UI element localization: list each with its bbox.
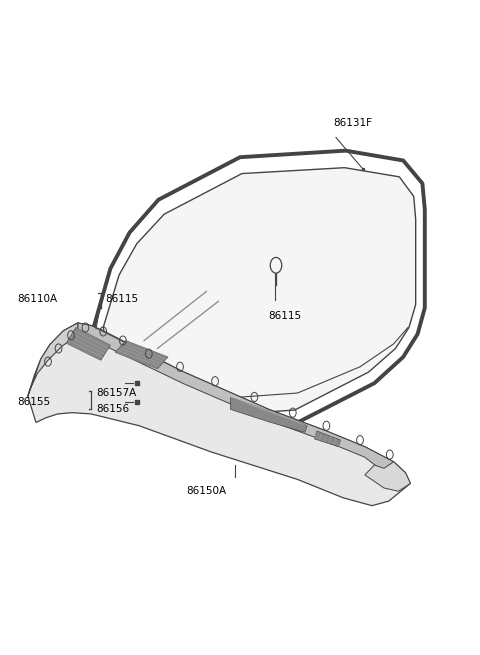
Text: 86131F: 86131F — [334, 118, 372, 128]
Text: 86115: 86115 — [106, 294, 139, 305]
Polygon shape — [66, 328, 110, 360]
Polygon shape — [78, 323, 406, 483]
Text: 86156: 86156 — [96, 404, 129, 415]
Text: 86155: 86155 — [17, 396, 50, 407]
Polygon shape — [365, 462, 410, 491]
Text: 86110A: 86110A — [17, 294, 57, 305]
Polygon shape — [230, 398, 307, 432]
Polygon shape — [115, 341, 168, 369]
Text: 86150A: 86150A — [186, 486, 227, 496]
Polygon shape — [314, 431, 341, 447]
Text: 86157A: 86157A — [96, 388, 136, 398]
Polygon shape — [28, 323, 410, 506]
Polygon shape — [103, 168, 416, 417]
Text: 86115: 86115 — [268, 311, 301, 321]
Polygon shape — [28, 323, 78, 396]
